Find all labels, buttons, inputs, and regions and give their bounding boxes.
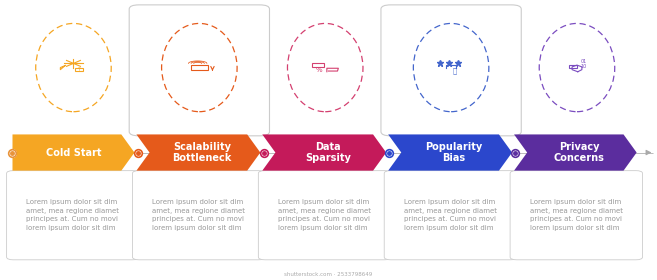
Text: Lorem ipsum dolor sit dim
amet, mea regione diamet
principes at. Cum no movi
lor: Lorem ipsum dolor sit dim amet, mea regi… bbox=[530, 199, 623, 231]
FancyBboxPatch shape bbox=[133, 171, 265, 260]
Text: Scalability
Bottleneck: Scalability Bottleneck bbox=[173, 142, 232, 163]
FancyBboxPatch shape bbox=[258, 171, 391, 260]
Text: 01
10: 01 10 bbox=[580, 59, 587, 69]
FancyBboxPatch shape bbox=[129, 5, 269, 136]
Text: Lorem ipsum dolor sit dim
amet, mea regione diamet
principes at. Cum no movi
lor: Lorem ipsum dolor sit dim amet, mea regi… bbox=[278, 199, 371, 231]
Text: 🔥: 🔥 bbox=[452, 68, 457, 74]
FancyBboxPatch shape bbox=[381, 5, 521, 136]
FancyBboxPatch shape bbox=[384, 171, 516, 260]
Polygon shape bbox=[12, 134, 135, 171]
Text: Privacy
Concerns: Privacy Concerns bbox=[554, 142, 604, 163]
Polygon shape bbox=[388, 134, 512, 171]
FancyBboxPatch shape bbox=[510, 171, 643, 260]
Polygon shape bbox=[514, 134, 637, 171]
Text: Lorem ipsum dolor sit dim
amet, mea regione diamet
principes at. Cum no movi
lor: Lorem ipsum dolor sit dim amet, mea regi… bbox=[152, 199, 245, 231]
Text: Lorem ipsum dolor sit dim
amet, mea regione diamet
principes at. Cum no movi
lor: Lorem ipsum dolor sit dim amet, mea regi… bbox=[404, 199, 497, 231]
Text: Cold Start: Cold Start bbox=[46, 148, 101, 158]
Polygon shape bbox=[262, 134, 386, 171]
Text: %: % bbox=[315, 67, 322, 73]
FancyBboxPatch shape bbox=[7, 171, 139, 260]
Polygon shape bbox=[137, 134, 260, 171]
Text: Lorem ipsum dolor sit dim
amet, mea regione diamet
principes at. Cum no movi
lor: Lorem ipsum dolor sit dim amet, mea regi… bbox=[26, 199, 120, 231]
Text: Popularity
Bias: Popularity Bias bbox=[426, 142, 483, 163]
Text: shutterstock.com · 2533798649: shutterstock.com · 2533798649 bbox=[284, 272, 373, 277]
Text: Data
Sparsity: Data Sparsity bbox=[306, 142, 351, 163]
Text: ?: ? bbox=[78, 67, 81, 72]
